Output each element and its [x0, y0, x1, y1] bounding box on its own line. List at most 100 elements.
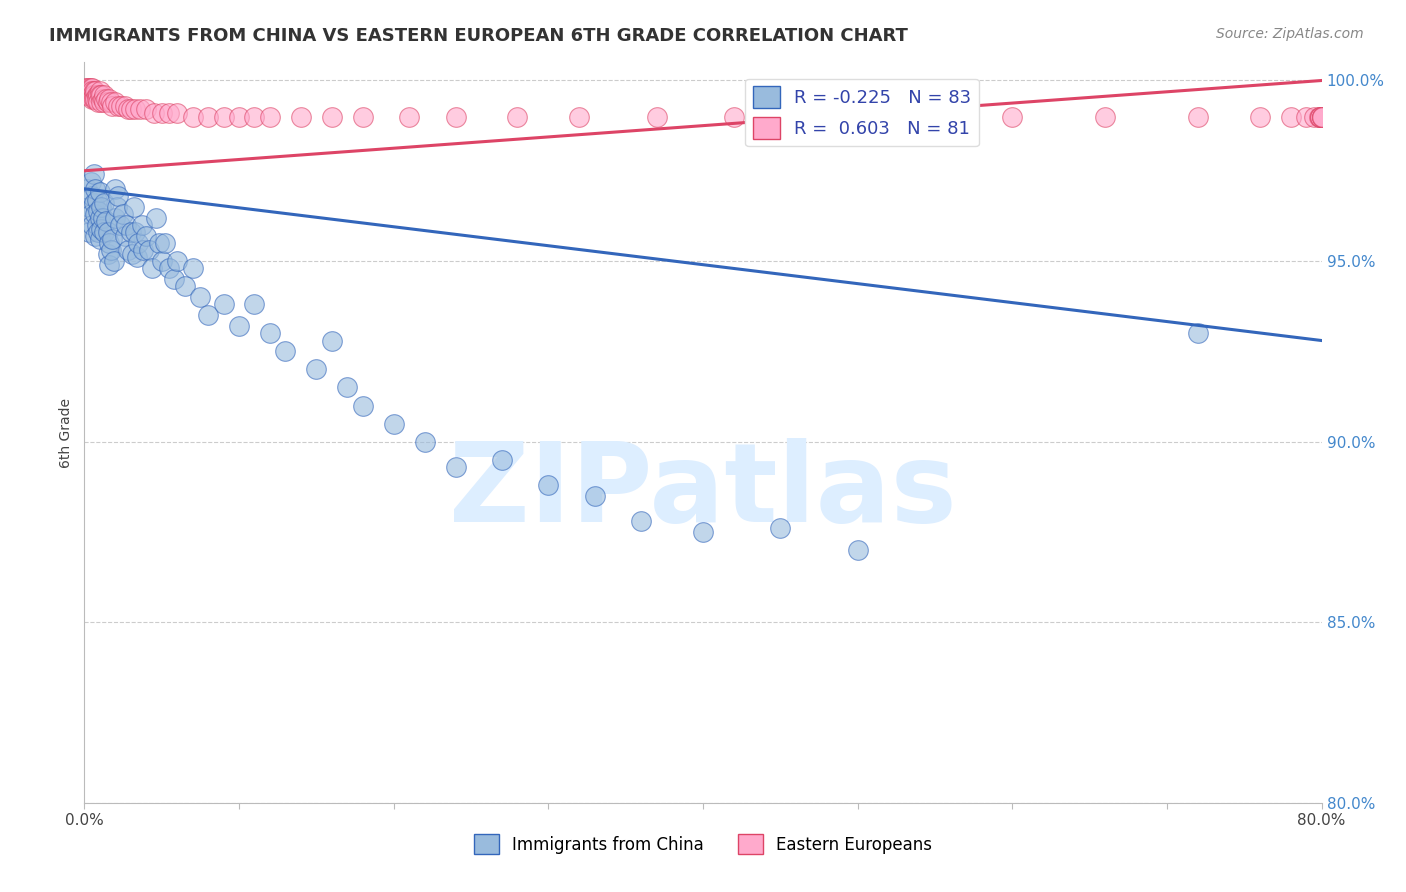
Point	[159, 261, 180, 276]
Point	[1302, 110, 1324, 124]
Point	[86, 218, 108, 232]
Point	[243, 110, 266, 124]
Point	[79, 84, 101, 98]
Point	[89, 84, 111, 98]
Point	[1295, 110, 1317, 124]
Point	[82, 80, 104, 95]
Point	[121, 247, 143, 261]
Point	[117, 103, 139, 117]
Point	[110, 99, 132, 113]
Point	[1310, 110, 1333, 124]
Point	[89, 87, 111, 102]
Point	[93, 87, 115, 102]
Point	[145, 211, 167, 225]
Point	[583, 489, 606, 503]
Point	[83, 84, 105, 98]
Text: ZIPatlas: ZIPatlas	[449, 438, 957, 545]
Point	[150, 254, 173, 268]
Legend: Immigrants from China, Eastern Europeans: Immigrants from China, Eastern Europeans	[467, 828, 939, 861]
Point	[86, 91, 108, 105]
Point	[150, 106, 173, 120]
Point	[79, 87, 101, 102]
Point	[153, 235, 176, 250]
Point	[274, 344, 297, 359]
Point	[89, 211, 111, 225]
Point	[83, 91, 105, 105]
Point	[77, 225, 100, 239]
Point	[91, 211, 114, 225]
Point	[259, 110, 281, 124]
Point	[101, 232, 124, 246]
Point	[104, 211, 127, 225]
Text: IMMIGRANTS FROM CHINA VS EASTERN EUROPEAN 6TH GRADE CORRELATION CHART: IMMIGRANTS FROM CHINA VS EASTERN EUROPEA…	[49, 27, 908, 45]
Point	[82, 87, 104, 102]
Point	[1310, 110, 1333, 124]
Point	[336, 380, 359, 394]
Text: Source: ZipAtlas.com: Source: ZipAtlas.com	[1216, 27, 1364, 41]
Point	[120, 103, 142, 117]
Point	[1249, 110, 1271, 124]
Point	[82, 218, 104, 232]
Point	[93, 196, 115, 211]
Y-axis label: 6th Grade: 6th Grade	[59, 398, 73, 467]
Point	[815, 110, 838, 124]
Point	[84, 228, 107, 243]
Point	[506, 110, 529, 124]
Point	[769, 521, 792, 535]
Point	[1309, 110, 1331, 124]
Point	[77, 87, 100, 102]
Point	[100, 95, 122, 110]
Point	[96, 95, 118, 110]
Point	[382, 417, 405, 431]
Point	[108, 218, 131, 232]
Point	[90, 87, 112, 102]
Point	[413, 434, 436, 449]
Point	[125, 251, 148, 265]
Point	[89, 186, 111, 200]
Point	[94, 214, 117, 228]
Point	[122, 200, 145, 214]
Point	[101, 99, 124, 113]
Point	[90, 200, 112, 214]
Point	[84, 182, 107, 196]
Point	[98, 235, 121, 250]
Point	[908, 110, 931, 124]
Point	[212, 297, 235, 311]
Point	[645, 110, 668, 124]
Point	[444, 110, 467, 124]
Point	[87, 203, 110, 218]
Point	[491, 452, 513, 467]
Point	[86, 193, 108, 207]
Point	[630, 514, 652, 528]
Point	[103, 254, 125, 268]
Point	[290, 110, 312, 124]
Point	[1309, 110, 1331, 124]
Point	[107, 99, 129, 113]
Point	[1310, 110, 1333, 124]
Point	[124, 103, 146, 117]
Point	[82, 189, 104, 203]
Point	[93, 225, 115, 239]
Point	[84, 91, 107, 105]
Point	[87, 95, 110, 110]
Point	[148, 235, 170, 250]
Point	[131, 218, 153, 232]
Point	[132, 244, 155, 258]
Point	[90, 221, 112, 235]
Point	[96, 225, 118, 239]
Point	[163, 272, 186, 286]
Point	[143, 106, 166, 120]
Point	[197, 308, 219, 322]
Point	[444, 459, 467, 474]
Point	[243, 297, 266, 311]
Point	[321, 110, 343, 124]
Point	[89, 232, 111, 246]
Point	[75, 80, 97, 95]
Point	[138, 244, 160, 258]
Point	[90, 95, 112, 110]
Point	[117, 244, 139, 258]
Point	[352, 399, 374, 413]
Point	[120, 225, 142, 239]
Point	[181, 110, 204, 124]
Point	[228, 319, 250, 334]
